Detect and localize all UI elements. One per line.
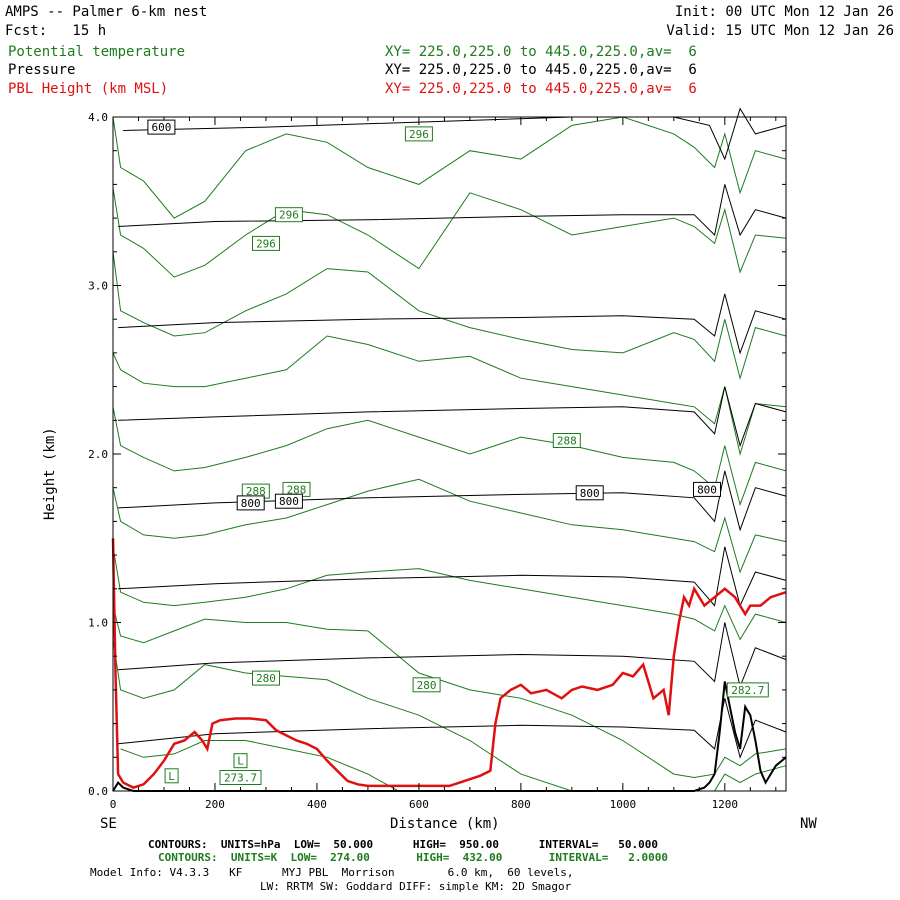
right-end-label: NW <box>800 816 817 832</box>
field-xy-theta: XY= 225.0,225.0 to 445.0,225.0,av= 6 <box>385 44 697 60</box>
svg-text:600: 600 <box>151 121 171 134</box>
svg-text:L: L <box>168 770 175 783</box>
pressure-contour-layer <box>118 107 787 759</box>
field-name-theta: Potential temperature <box>8 44 186 60</box>
x-tick-label-1: 200 <box>205 798 225 811</box>
contour-label-14: L <box>233 753 248 769</box>
field-name-pressure: Pressure <box>8 62 76 78</box>
svg-text:800: 800 <box>580 487 600 500</box>
y-tick-label-1: 1.0 <box>88 617 108 630</box>
x-tick-label-3: 600 <box>409 798 429 811</box>
svg-text:288: 288 <box>287 483 307 496</box>
svg-text:288: 288 <box>246 485 266 498</box>
axes-layer: 0.0 1.0 2.0 3.0 4.0 0 200 400 600 800 1000 1200 <box>88 111 787 811</box>
x-tick-label-0: 0 <box>110 798 117 811</box>
contour-label-4: 288 <box>552 433 581 448</box>
svg-text:L: L <box>237 755 244 768</box>
svg-text:282.7: 282.7 <box>731 684 764 697</box>
svg-text:296: 296 <box>409 128 429 141</box>
contour-label-7: 800 <box>236 495 265 511</box>
forecast-hour: Fcst: 15 h <box>5 23 107 39</box>
contour-label-2: 296 <box>274 207 303 223</box>
contour-label-3: 296 <box>252 235 280 251</box>
pressure-contour-950 <box>118 698 787 759</box>
valid-time: Valid: 15 UTC Mon 12 Jan 26 <box>666 23 894 39</box>
left-end-label: SE <box>100 816 117 832</box>
contour-label-1: 296 <box>404 126 433 142</box>
contour-label-15: 273.7 <box>219 770 262 785</box>
theta-contour-3 <box>112 335 787 456</box>
theta-contour-9 <box>120 740 399 792</box>
theta-contour-4 <box>112 406 787 507</box>
footer-contours-k: CONTOURS: UNITS=K LOW= 274.00 HIGH= 432.… <box>158 851 668 864</box>
svg-text:800: 800 <box>241 497 261 510</box>
pressure-contour-600 <box>123 107 787 161</box>
x-tick-label-4: 800 <box>511 798 531 811</box>
pressure-contour-800 <box>118 470 787 532</box>
svg-text:800: 800 <box>279 495 299 508</box>
contour-label-10: 800 <box>693 481 721 497</box>
x-tick-label-5: 1000 <box>610 798 637 811</box>
footer-contours-hpa: CONTOURS: UNITS=hPa LOW= 50.000 HIGH= 95… <box>148 838 658 851</box>
chart-title: AMPS -- Palmer 6-km nest <box>5 4 208 20</box>
y-tick-label-0: 0.0 <box>88 785 108 798</box>
contour-label-6: 288 <box>282 481 311 497</box>
theta-contour-5 <box>112 478 787 574</box>
contour-label-8: 800 <box>274 493 303 509</box>
pressure-contour-850 <box>118 546 787 608</box>
theta-contour-7 <box>112 605 787 779</box>
init-time: Init: 00 UTC Mon 12 Jan 26 <box>674 4 894 20</box>
terrain-layer <box>112 681 787 792</box>
theta-contour-6 <box>112 546 787 641</box>
y-tick-label-4: 4.0 <box>88 111 108 124</box>
theta-contour-layer <box>112 116 787 792</box>
theta-contour-0 <box>112 116 787 219</box>
x-tick-label-2: 400 <box>307 798 327 811</box>
pbl-height-line <box>111 538 787 789</box>
x-tick-label-6: 1200 <box>712 798 739 811</box>
y-tick-label-2: 2.0 <box>88 448 108 461</box>
terrain-line <box>112 681 787 792</box>
footer-model-info: Model Info: V4.3.3 KF MYJ PBL Morrison 6… <box>90 866 574 879</box>
x-axis-label: Distance (km) <box>390 816 500 832</box>
contour-label-0: 600 <box>147 119 176 135</box>
pbl-height-layer <box>111 538 787 789</box>
contour-label-16: 282.7 <box>726 682 769 698</box>
y-axis-label: Height (km) <box>42 427 58 520</box>
pressure-contour-750 <box>118 386 787 448</box>
svg-text:280: 280 <box>256 672 276 685</box>
pressure-contour-700 <box>118 293 787 355</box>
y-tick-label-3: 3.0 <box>88 280 108 293</box>
svg-text:273.7: 273.7 <box>224 772 257 785</box>
theta-contour-1 <box>112 187 787 278</box>
contour-label-13: L <box>164 768 179 784</box>
pressure-contour-900 <box>118 622 787 689</box>
contour-label-12: 280 <box>412 677 441 693</box>
svg-text:280: 280 <box>417 679 437 692</box>
svg-text:296: 296 <box>279 209 299 222</box>
footer-physics: LW: RRTM SW: Goddard DIFF: simple KM: 2D… <box>260 880 572 893</box>
pressure-contour-650 <box>118 184 787 237</box>
field-name-pbl: PBL Height (km MSL) <box>8 81 169 97</box>
contour-label-11: 280 <box>252 670 280 686</box>
theta-contour-2 <box>112 251 787 381</box>
svg-text:288: 288 <box>557 435 577 448</box>
field-xy-pbl: XY= 225.0,225.0 to 445.0,225.0,av= 6 <box>385 81 697 97</box>
field-xy-pressure: XY= 225.0,225.0 to 445.0,225.0,av= 6 <box>385 62 697 78</box>
theta-contour-8 <box>112 639 787 792</box>
contour-label-9: 800 <box>575 485 604 501</box>
svg-text:800: 800 <box>697 483 717 496</box>
svg-text:296: 296 <box>256 237 276 250</box>
